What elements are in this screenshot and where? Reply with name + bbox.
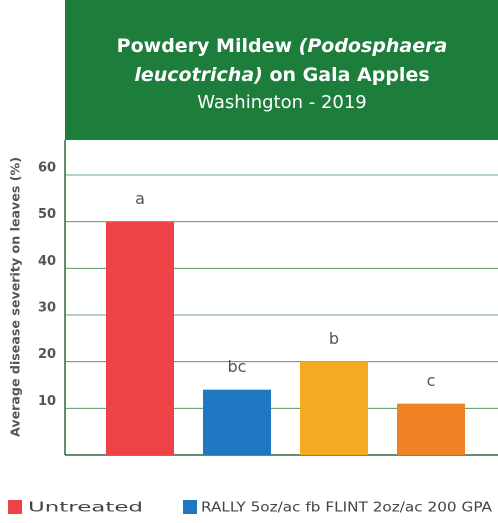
annotation: b	[329, 329, 339, 348]
bar	[203, 389, 271, 455]
y-tick-label: 30	[38, 301, 56, 316]
legend-label: RALLY 5oz/ac fb FLINT 2oz/ac 200 GPA	[201, 501, 492, 516]
y-tick-label: 50	[38, 207, 56, 222]
annotation: c	[427, 371, 436, 390]
y-tick-label: 10	[38, 394, 56, 409]
title-part: leucotricha)	[134, 64, 263, 86]
y-tick-label: 60	[38, 161, 56, 176]
header-box	[65, 0, 498, 140]
bar	[397, 403, 465, 455]
y-axis-label: Average disease severity on leaves (%)	[9, 157, 23, 437]
chart-title: leucotricha) on Gala Apples	[134, 64, 429, 86]
bar	[106, 221, 174, 455]
bar	[300, 361, 368, 455]
title-part: on Gala Apples	[269, 64, 429, 86]
legend-swatch	[183, 500, 197, 514]
chart-title: Powdery Mildew (Podosphaera	[117, 35, 448, 57]
title-part: Powdery Mildew	[117, 35, 292, 57]
chart-subtitle: Washington - 2019	[197, 92, 367, 113]
legend-swatch	[8, 500, 22, 514]
y-tick-label: 20	[38, 347, 56, 362]
legend-label: Untreated	[28, 501, 143, 516]
title-part: (Podosphaera	[299, 35, 448, 57]
annotation: bc	[228, 357, 247, 376]
annotation: a	[135, 189, 145, 208]
y-tick-label: 40	[38, 254, 56, 269]
